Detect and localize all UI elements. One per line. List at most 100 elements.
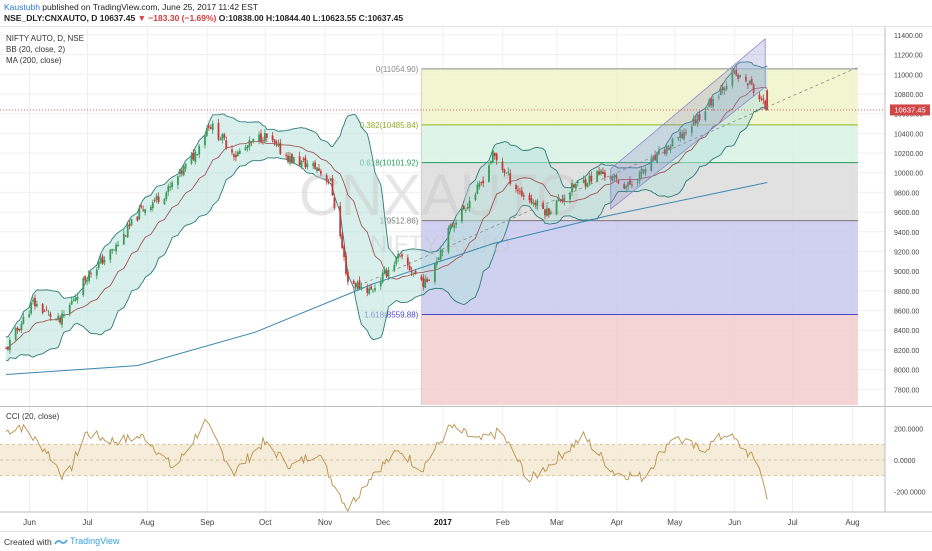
ma200-line: [5, 182, 768, 375]
candle-body: [45, 309, 48, 311]
candle-body: [316, 167, 318, 172]
drawings[interactable]: [0, 37, 885, 289]
candle-body: [136, 216, 139, 221]
candle-body: [692, 118, 695, 126]
candle-body: [153, 200, 156, 202]
candle-body: [576, 181, 579, 183]
candle-body: [710, 98, 713, 106]
candle-body: [424, 278, 427, 288]
candle-body: [302, 158, 305, 160]
candle-body: [383, 269, 386, 274]
candle-body: [712, 98, 714, 107]
candle-body: [461, 207, 463, 222]
candle-body: [733, 71, 736, 73]
candle-body: [408, 266, 411, 271]
candle-body: [329, 178, 332, 181]
candle-body: [190, 154, 193, 164]
chart-canvas[interactable]: 0(11054.90) 0.382(10485.84) 0.618(10101.92…: [0, 27, 932, 530]
candle-body: [101, 256, 104, 264]
candle-body: [462, 205, 465, 210]
candle-body: [600, 170, 602, 174]
x-tick-label: Aug: [140, 518, 154, 527]
fib-level-label: 0.618(10101.92): [360, 159, 419, 168]
candle-body: [629, 180, 631, 185]
candle-body: [447, 227, 450, 252]
candle-body: [217, 122, 220, 140]
candle-body: [97, 262, 100, 269]
candle-body: [234, 155, 237, 158]
candle-body: [642, 169, 645, 171]
candle-body: [76, 296, 79, 300]
candle-body: [279, 142, 282, 155]
candle-body: [584, 179, 587, 186]
candle-body: [613, 175, 616, 178]
candle-body: [252, 138, 255, 141]
candle-body: [34, 297, 36, 307]
candle-body: [455, 222, 458, 225]
candle-body: [478, 183, 481, 188]
x-tick-label: Apr: [611, 518, 624, 527]
candle-body: [167, 186, 170, 192]
candle-body: [140, 206, 143, 208]
candle-body: [209, 127, 212, 130]
x-tick-label: Jun: [23, 518, 36, 527]
candle-body: [155, 195, 158, 201]
candle-body: [258, 134, 260, 142]
y-tick-label: 7800.00: [894, 387, 919, 394]
candle-body: [312, 163, 315, 167]
candle-body: [748, 80, 751, 84]
x-tick-label: Oct: [259, 518, 272, 527]
candle-body: [306, 163, 309, 167]
cci-tick-label: 0.0000: [894, 458, 916, 465]
candle-body: [690, 126, 693, 133]
price-change: ▼ −183.30 (−1.69%): [137, 13, 217, 23]
candle-body: [501, 161, 504, 171]
candle-body: [248, 140, 251, 148]
candle-body: [219, 139, 222, 141]
candle-body: [122, 233, 125, 245]
candle-body: [542, 202, 544, 209]
candle-body: [625, 185, 628, 189]
candle-body: [489, 161, 492, 164]
candle-body: [289, 156, 291, 164]
x-tick-label: Sep: [200, 518, 215, 527]
candle-body: [719, 88, 722, 96]
candle-body: [663, 149, 666, 154]
candle-body: [623, 183, 626, 189]
y-tick-label: 9800.00: [894, 190, 919, 197]
last-price: 10637.45: [99, 13, 136, 23]
fib-level-label: 0(11054.90): [376, 65, 419, 74]
candle-body: [314, 162, 316, 169]
candle-body: [745, 76, 747, 82]
candle-body: [265, 133, 268, 138]
candle-body: [644, 169, 647, 174]
candle-body: [61, 313, 63, 325]
candle-body: [588, 175, 591, 184]
candle-body: [233, 154, 235, 157]
candle-body: [515, 185, 517, 190]
brand-link[interactable]: TradingView: [70, 536, 120, 546]
ohlc-values: O:10838.00 H:10844.40 L:10623.55 C:10637…: [218, 13, 404, 23]
candle-body: [495, 153, 498, 161]
candle-body: [142, 209, 145, 211]
candle-body: [385, 270, 388, 277]
candle-body: [654, 154, 657, 161]
candle-body: [43, 310, 46, 312]
candle-body: [573, 184, 575, 188]
candle-body: [115, 244, 118, 252]
candle-body: [18, 328, 21, 331]
candle-body: [441, 250, 444, 252]
candle-body: [520, 190, 523, 196]
candle-body: [739, 74, 742, 78]
candle-body: [488, 165, 490, 183]
cci-legend: CCI (20, close): [6, 412, 60, 421]
candle-body: [522, 195, 525, 197]
candle-body: [262, 140, 264, 141]
y-tick-label: 10000.00: [894, 171, 923, 178]
candle-body: [291, 153, 293, 163]
author-link[interactable]: Kaustubh: [4, 2, 40, 12]
candle-body: [627, 182, 629, 187]
candle-body: [300, 160, 303, 168]
candle-body: [437, 258, 440, 261]
candle-body: [207, 126, 210, 128]
